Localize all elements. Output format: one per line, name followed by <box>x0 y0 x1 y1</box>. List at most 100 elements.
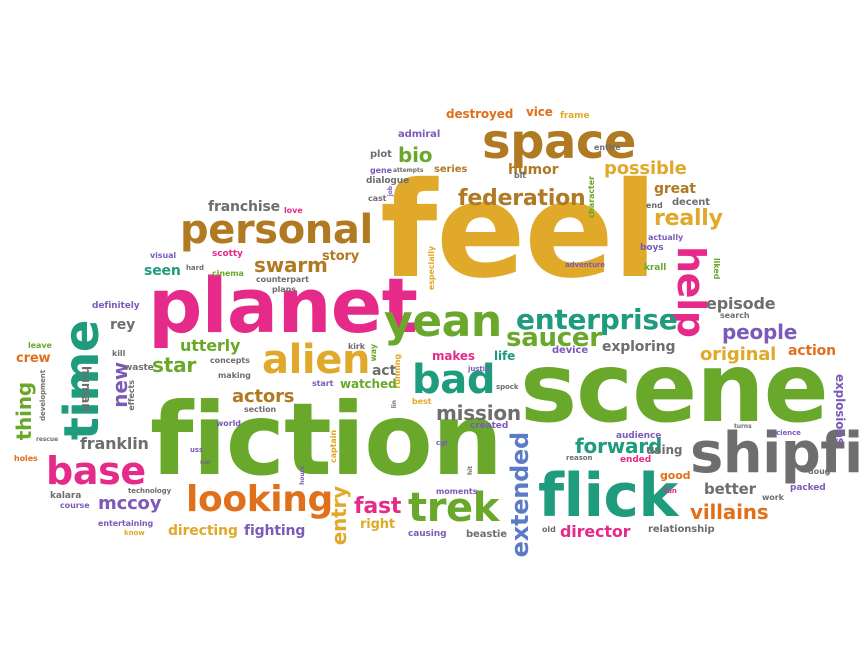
word-enterprise: enterprise <box>516 303 678 336</box>
word-extended: extended <box>506 432 534 558</box>
word-alien: alien <box>262 337 371 383</box>
word-audience: audience <box>616 431 662 441</box>
word-mccoy: mccoy <box>98 493 162 514</box>
word-liked: liked <box>712 258 721 280</box>
word-scene: scene <box>520 332 829 444</box>
word-bio: bio <box>398 143 433 167</box>
word-rescue: rescue <box>36 436 59 443</box>
word-know: know <box>124 529 145 537</box>
word-swarm: swarm <box>254 253 328 277</box>
word-end: end <box>646 201 663 210</box>
word-cgi: cgi <box>436 439 448 447</box>
word-especially: especially <box>427 246 436 291</box>
word-scotty: scotty <box>212 249 243 259</box>
word-franchise: franchise <box>208 199 281 215</box>
word-entertaining: entertaining <box>98 519 154 528</box>
word-people: people <box>722 320 798 344</box>
word-villains: villains <box>690 500 769 524</box>
word-fast: fast <box>354 494 402 519</box>
word-start: start <box>312 379 334 388</box>
word-hours: hours <box>299 466 306 485</box>
word-visual: visual <box>150 251 177 260</box>
word-makes: makes <box>432 349 475 363</box>
word-action: action <box>788 343 836 359</box>
word-character: character <box>587 176 596 219</box>
word-waste: waste <box>124 363 154 373</box>
word-base: base <box>46 449 146 493</box>
word-cinema: cinema <box>212 269 244 278</box>
word-world: world <box>216 419 241 428</box>
word-looking: looking <box>186 479 333 520</box>
word-crew: crew <box>16 351 51 366</box>
word-old: old <box>542 525 556 534</box>
word-hard: hard <box>186 264 204 272</box>
word-nar: nar <box>200 459 212 466</box>
word-definitely: definitely <box>92 301 140 311</box>
word-forward: forward <box>575 434 663 458</box>
word-watched: watched <box>340 377 397 391</box>
word-gene: gene <box>370 166 392 175</box>
word-good: good <box>660 469 691 482</box>
word-way: way <box>369 344 378 362</box>
word-explosions: explosions <box>833 374 847 445</box>
word-concepts: concepts <box>210 356 250 365</box>
word-holes: holes <box>14 454 38 463</box>
word-life: life <box>494 349 516 363</box>
word-destroyed: destroyed <box>446 107 514 121</box>
word-trek: trek <box>408 485 499 531</box>
word-justin: justin <box>468 365 490 373</box>
word-work: work <box>762 493 784 502</box>
word-science: science <box>772 429 801 437</box>
word-franklin: franklin <box>80 434 149 453</box>
word-possible: possible <box>604 158 687 179</box>
word-search: search <box>720 311 750 320</box>
word-reason: reason <box>566 454 593 462</box>
word-utterly: utterly <box>180 336 241 355</box>
word-kill: kill <box>112 349 126 358</box>
word-entire: entire <box>594 143 621 152</box>
word-great: great <box>654 181 696 197</box>
word-actually: actually <box>648 233 684 242</box>
word-series: series <box>434 164 468 175</box>
word-frame: frame <box>560 111 590 121</box>
word-turns: turns <box>734 423 752 430</box>
word-relationship: relationship <box>648 524 715 535</box>
word-fighting: fighting <box>244 523 306 539</box>
word-thing: thing <box>12 382 36 441</box>
word-feel: feel <box>380 154 658 308</box>
word-attempts: attempts <box>393 167 424 174</box>
word-plot: plot <box>370 149 392 160</box>
word-ended: ended <box>620 455 652 465</box>
word-captain: captain <box>329 430 338 463</box>
word-really: really <box>654 206 723 231</box>
word-planet: planet <box>148 261 418 350</box>
word-original: original <box>700 344 777 365</box>
word-bit: bit <box>514 171 527 180</box>
word-help: help <box>669 246 713 338</box>
word-job: job <box>387 186 394 197</box>
word-spock: spock <box>496 383 519 391</box>
word-moments: moments <box>436 487 478 496</box>
word-entry: entry <box>327 486 351 546</box>
word-technology: technology <box>128 487 172 495</box>
word-actors: actors <box>232 386 295 407</box>
word-act: act <box>372 363 397 379</box>
word-hit: hit <box>467 466 474 476</box>
word-kirk: kirk <box>348 342 366 351</box>
word-section: section <box>244 405 277 414</box>
word-counterpart: counterpart <box>256 275 309 284</box>
word-right: right <box>360 517 395 532</box>
word-kalara: kalara <box>50 491 82 501</box>
word-exploring: exploring <box>602 339 676 355</box>
word-leave: leave <box>28 341 52 350</box>
word-rey: rey <box>110 317 136 333</box>
word-course: course <box>60 501 90 510</box>
word-best: best <box>412 397 432 406</box>
word-causing: causing <box>408 529 447 539</box>
word-personal: personal <box>180 207 373 253</box>
word-packed: packed <box>790 483 826 493</box>
word-running: running <box>393 354 402 389</box>
word-making: making <box>218 371 251 380</box>
word-shipfi: shipfi <box>690 421 863 486</box>
